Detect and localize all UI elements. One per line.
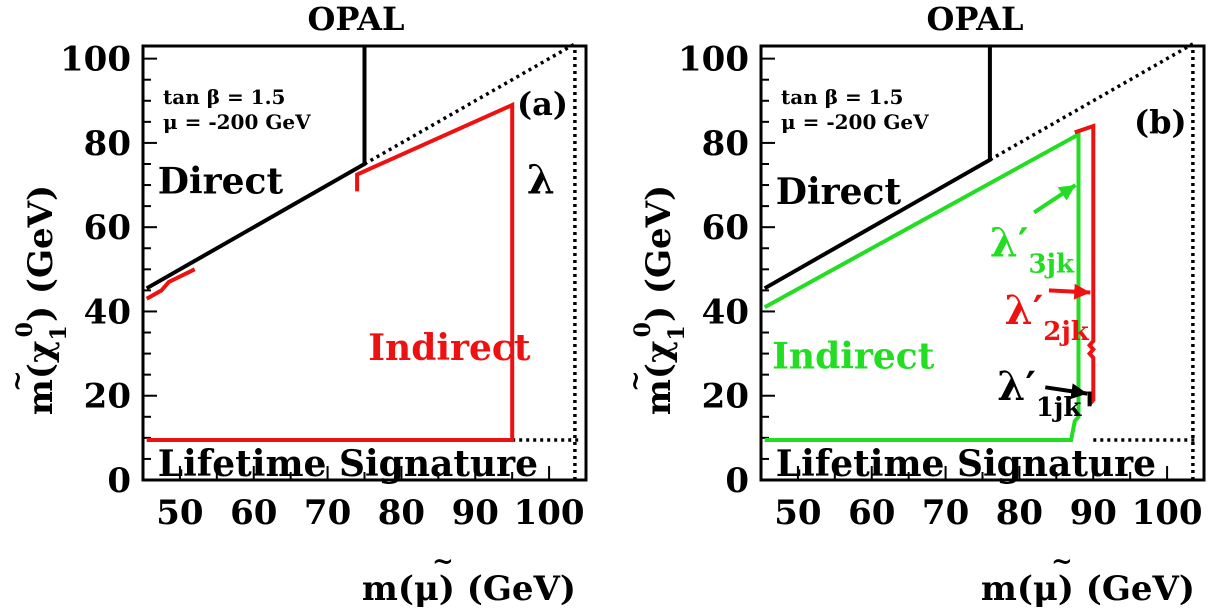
x-tick-label: 60 <box>848 493 895 533</box>
series-line-4 <box>145 267 196 301</box>
coupling-label-2jk: λ′2jk <box>1005 287 1090 347</box>
panel-b-plot: 50 60 70 80 90 100 0 20 40 60 80 100 Direct Indirect L… <box>678 40 1203 533</box>
x-tick-label: 80 <box>996 493 1043 533</box>
region-label-lifetime-signature: Lifetime Signature <box>776 443 1156 485</box>
series-line-4 <box>763 131 1081 442</box>
region-label-direct: Direct <box>158 160 284 202</box>
region-label-indirect: Indirect <box>368 327 531 369</box>
y-tick-label: 60 <box>702 208 749 248</box>
xlabel-symbol: μ <box>414 569 439 609</box>
panel-b-title: OPAL <box>927 0 1024 38</box>
coupling-label-1jk: λ′1jk <box>997 363 1082 423</box>
panel-b-frame <box>759 44 1206 482</box>
panel-a: OPAL 50 60 70 80 90 100 0 20 40 60 80 100 Direct Indi… <box>3 0 588 609</box>
y-tick-label: 40 <box>702 292 749 332</box>
panel-a-label: (a) <box>517 85 568 123</box>
coupling-label-lambda: λ <box>527 156 555 203</box>
panel-a-xlabel: m(μ) (GeV) <box>362 569 576 609</box>
x-tick-label: 100 <box>1132 493 1203 533</box>
arrow-head-2 <box>1070 383 1088 400</box>
panel-a-ylabel: m(χ10) (GeV) ~ <box>3 185 72 415</box>
x-tick-label: 100 <box>514 493 585 533</box>
y-tick-label: 40 <box>84 292 131 332</box>
y-tick-label: 0 <box>725 461 749 501</box>
panel-b-xlabel: m(μ) (GeV) <box>981 569 1195 609</box>
arrow-head-0 <box>1057 185 1076 201</box>
xlabel-symbol: μ <box>1033 569 1058 609</box>
series-line-0 <box>763 46 992 291</box>
x-tick-label: 60 <box>230 493 277 533</box>
panel-b: OPAL 50 60 70 80 90 100 0 20 40 60 80 100 Direct Indi… <box>621 0 1206 609</box>
arrow-head-1 <box>1073 283 1091 300</box>
y-tick-label: 20 <box>84 377 131 417</box>
coupling-label-3jk: λ′3jk <box>990 220 1075 280</box>
series-line-5 <box>146 101 515 442</box>
region-label-indirect: Indirect <box>772 335 935 377</box>
panel-b-ylabel: m(χ10) (GeV) ~ <box>621 185 690 415</box>
region-label-direct: Direct <box>776 171 902 213</box>
panel-a-ylabel-tilde: ~ <box>3 370 33 392</box>
panel-a-xlabel-tilde: ~ <box>432 547 454 577</box>
x-tick-label: 80 <box>378 493 425 533</box>
region-label-lifetime-signature: Lifetime Signature <box>158 443 538 485</box>
y-tick-label: 80 <box>84 124 131 164</box>
x-tick-label: 70 <box>304 493 351 533</box>
y-tick-label: 100 <box>678 40 749 80</box>
x-tick-label: 50 <box>156 493 203 533</box>
y-tick-label: 100 <box>60 40 131 80</box>
y-tick-label: 60 <box>84 208 131 248</box>
panel-b-label: (b) <box>1134 103 1187 141</box>
x-tick-label: 70 <box>922 493 969 533</box>
panel-a-plot: 50 60 70 80 90 100 0 20 40 60 80 100 Direct Indirect L… <box>60 40 585 533</box>
x-tick-label: 50 <box>774 493 821 533</box>
panel-a-param-tanbeta: tan β = 1.5 <box>163 85 285 109</box>
panel-b-param-tanbeta: tan β = 1.5 <box>781 85 903 109</box>
panel-a-param-mu: μ = -200 GeV <box>163 110 311 134</box>
y-tick-label: 0 <box>107 461 131 501</box>
svg-text:m(χ10) (GeV): m(χ10) (GeV) <box>12 185 72 415</box>
y-tick-label: 80 <box>702 124 749 164</box>
panel-a-frame <box>141 44 588 482</box>
series-line-1 <box>363 42 576 166</box>
panel-b-param-mu: μ = -200 GeV <box>781 110 929 134</box>
x-tick-label: 90 <box>452 493 499 533</box>
svg-text:m(χ10) (GeV): m(χ10) (GeV) <box>630 185 690 415</box>
x-tick-label: 90 <box>1070 493 1117 533</box>
panel-b-xlabel-tilde: ~ <box>1051 547 1073 577</box>
panel-b-ylabel-tilde: ~ <box>621 370 651 392</box>
y-tick-label: 20 <box>702 377 749 417</box>
series-line-5 <box>1074 123 1096 406</box>
panel-a-title: OPAL <box>308 0 405 38</box>
